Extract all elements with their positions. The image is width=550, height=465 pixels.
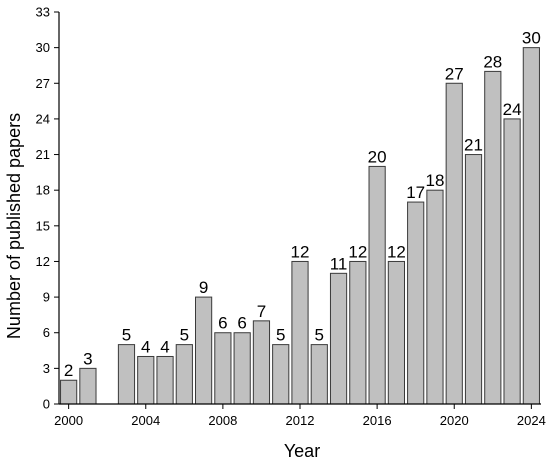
bar-2022 (484, 70, 502, 405)
y-tick-label-6: 6 (43, 325, 50, 340)
data-label-2016: 20 (368, 147, 387, 166)
bar-2000 (60, 379, 78, 405)
data-label-2023: 24 (503, 100, 522, 119)
data-label-2007: 9 (199, 278, 208, 297)
data-label-2010: 7 (257, 302, 266, 321)
bar-2018 (407, 201, 425, 405)
x-tick-label-2016: 2016 (363, 413, 392, 428)
data-label-2019: 18 (425, 171, 444, 190)
y-axis-title: Number of published papers (4, 113, 24, 339)
bar-2008 (214, 332, 232, 405)
bar-2013 (310, 344, 328, 405)
bar-2019 (426, 189, 444, 405)
y-tick-label-18: 18 (36, 183, 50, 198)
data-label-2024: 30 (522, 29, 541, 48)
y-tick-label-3: 3 (43, 361, 50, 376)
y-tick-label-0: 0 (43, 397, 50, 412)
y-tick-label-24: 24 (36, 111, 50, 126)
x-tick-label-2012: 2012 (286, 413, 315, 428)
bar-2023 (503, 118, 521, 405)
x-tick-label-2024: 2024 (517, 413, 546, 428)
data-label-2012: 12 (291, 242, 310, 261)
data-label-2018: 17 (406, 183, 425, 202)
data-label-2011: 5 (276, 326, 285, 345)
bar-2024 (522, 47, 540, 405)
data-label-2008: 6 (218, 314, 227, 333)
y-tick-label-15: 15 (36, 218, 50, 233)
bar-2003 (117, 344, 136, 405)
data-label-2017: 12 (387, 242, 406, 261)
data-label-2001: 3 (83, 349, 92, 368)
data-label-2015: 12 (348, 242, 367, 261)
data-label-2000: 2 (64, 361, 73, 380)
data-label-2006: 5 (180, 326, 189, 345)
bar-2011 (272, 344, 290, 405)
x-tick-label-2020: 2020 (440, 413, 469, 428)
bar-2020 (445, 82, 463, 405)
y-tick-label-33: 33 (36, 5, 50, 20)
y-tick-label-12: 12 (36, 254, 50, 269)
y-tick-label-9: 9 (43, 290, 50, 305)
bar-2014 (329, 272, 348, 405)
data-label-2003: 5 (122, 326, 131, 345)
x-axis-title: Year (284, 441, 320, 461)
bar-2012 (291, 260, 309, 405)
bar-2004 (137, 355, 155, 405)
bar-2010 (252, 320, 271, 405)
data-label-2009: 6 (237, 314, 246, 333)
data-label-2013: 5 (315, 326, 324, 345)
bar-2015 (349, 260, 367, 405)
data-label-2014: 11 (330, 254, 348, 273)
bar-2007 (195, 296, 213, 405)
bar-2006 (175, 344, 193, 405)
x-tick-label-2000: 2000 (54, 413, 83, 428)
data-label-2005: 4 (160, 337, 169, 356)
bar-2001 (79, 367, 97, 405)
y-tick-label-21: 21 (36, 147, 50, 162)
bar-2021 (464, 154, 483, 405)
bar-2009 (233, 332, 251, 405)
data-label-2021: 21 (464, 136, 483, 155)
y-tick-label-27: 27 (36, 76, 50, 91)
bar-2005 (156, 355, 174, 405)
bar-2017 (387, 260, 405, 405)
x-tick-label-2008: 2008 (208, 413, 237, 428)
data-label-2004: 4 (141, 337, 150, 356)
y-tick-label-30: 30 (36, 40, 50, 55)
data-label-2022: 28 (483, 52, 502, 71)
data-label-2020: 27 (445, 64, 464, 83)
x-tick-label-2004: 2004 (131, 413, 160, 428)
bar-2016 (368, 165, 386, 405)
bars-group (60, 47, 540, 405)
